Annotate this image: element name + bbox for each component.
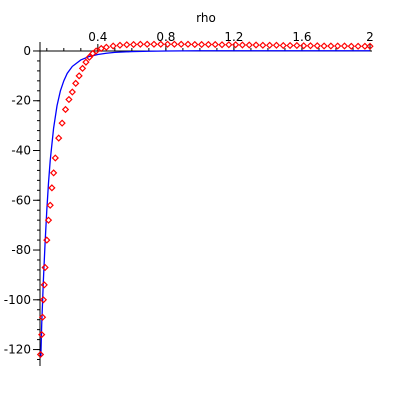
data-point [136,40,145,48]
data-point [51,154,59,162]
labels: rho [196,11,216,25]
data-point [279,41,287,50]
data-point [55,134,63,142]
axes: 0.4 0.8 1.2 1.6 2 0 -20 -40 -60 -80 -100 -120 [4,30,374,366]
x-tick-label: 0.4 [88,30,107,44]
data-point [65,95,73,104]
data-point [231,41,240,49]
y-tick-label: -40 [11,144,31,158]
data-point [366,42,374,50]
y-tick-label: -60 [11,193,31,207]
y-tick-label: 0 [23,44,31,58]
data-point [211,40,219,49]
data-point [97,44,105,53]
data-point [109,42,117,50]
x-tick-label: 0.8 [156,30,175,44]
data-point [191,40,199,49]
data-point [75,72,83,80]
data-point [143,40,151,48]
data-point [48,184,56,192]
data-point [123,41,131,49]
data-point [197,40,206,49]
data-point [44,216,53,224]
data-point [177,40,185,48]
data-point [43,236,51,244]
data-point [259,41,267,49]
data-point [340,42,349,50]
data-point [252,41,260,49]
data-point [354,42,362,50]
data-point [58,119,66,127]
y-tick-label: -120 [4,343,31,357]
data-point [293,41,301,50]
y-tick-label: -20 [11,94,31,108]
data-point [150,40,158,48]
data-point [286,41,294,50]
data-point [85,53,93,61]
data-point [38,313,47,321]
data-point [68,88,76,96]
data-point [204,40,213,49]
data-point [170,40,179,48]
data-point [184,40,192,48]
series-line [40,50,370,358]
data-point [306,42,315,50]
data-point [116,41,124,49]
data-point [49,169,58,177]
series-layer [36,40,374,359]
data-point [41,263,49,272]
x-tick-label: 1.6 [292,30,311,44]
data-point [347,42,355,50]
data-point [46,201,54,209]
data-point [82,58,90,66]
data-point [238,41,247,49]
data-point [78,64,87,73]
data-point [92,47,100,55]
data-point [313,42,321,50]
data-point [163,40,172,48]
data-point [245,41,253,49]
data-point [39,296,48,304]
data-point [272,41,281,49]
x-axis-label: rho [196,11,216,25]
data-point [334,42,342,50]
x-tick-label: 1.2 [224,30,243,44]
y-tick-label: -80 [11,243,31,257]
series-markers [36,40,374,359]
data-point [36,350,45,359]
y-tick-label: -100 [4,293,31,307]
data-point [218,41,226,49]
data-point [327,42,335,50]
data-point [38,330,46,339]
data-point [361,42,369,50]
x-tick-label: 2 [366,30,374,44]
data-point [40,281,48,289]
data-point [320,42,328,50]
data-point [102,43,110,51]
data-point [300,42,308,50]
data-point [157,40,165,48]
data-point [72,79,80,87]
data-point [225,41,233,49]
data-point [61,105,70,114]
data-point [129,40,138,49]
data-point [265,41,274,49]
